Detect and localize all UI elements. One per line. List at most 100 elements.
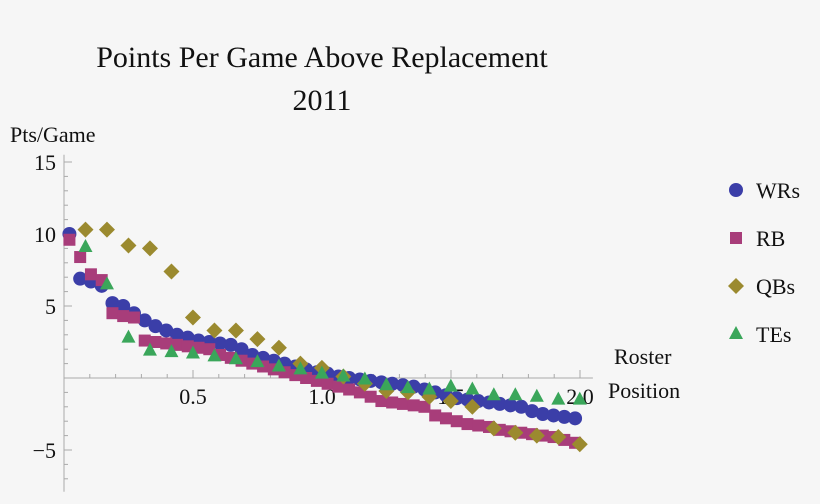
legend-label-rb: RB	[756, 226, 785, 251]
point-wrs	[503, 398, 518, 413]
point-rb	[300, 372, 313, 384]
point-wrs	[223, 337, 238, 352]
point-tes	[78, 238, 93, 252]
point-wrs	[234, 342, 249, 357]
point-tes	[336, 368, 351, 382]
point-wrs	[514, 399, 529, 414]
point-qbs	[141, 240, 158, 257]
point-tes	[357, 371, 372, 385]
legend-marker-rb	[730, 232, 742, 244]
point-rb	[74, 251, 87, 264]
point-rb	[375, 395, 388, 408]
point-tes	[293, 361, 308, 375]
point-tes	[228, 351, 243, 365]
point-tes	[486, 387, 501, 401]
point-qbs	[507, 424, 524, 441]
point-rb	[149, 336, 162, 348]
point-tes	[508, 387, 523, 401]
point-wrs	[170, 327, 185, 342]
point-tes	[422, 381, 437, 395]
legend-label-qbs: QBs	[756, 274, 795, 299]
point-tes	[572, 391, 587, 405]
x-axis-label-line2: Position	[608, 378, 680, 403]
chart-title: Points Per Game Above Replacement	[96, 41, 548, 74]
point-qbs	[184, 309, 201, 326]
point-qbs	[442, 393, 459, 410]
point-rb	[450, 415, 463, 428]
y-tick-label: 15	[34, 150, 56, 175]
point-rb	[364, 390, 377, 403]
point-wrs	[525, 404, 540, 419]
point-tes	[551, 391, 566, 405]
point-rb	[63, 233, 76, 246]
legend-marker-wrs	[729, 183, 743, 197]
point-qbs	[270, 339, 287, 356]
point-wrs	[105, 296, 120, 311]
point-wrs	[568, 411, 583, 426]
point-rb	[203, 343, 216, 356]
x-axis-label-line1: Roster	[614, 344, 672, 369]
point-tes	[99, 276, 114, 290]
point-tes	[379, 377, 394, 391]
point-qbs	[485, 420, 502, 437]
point-rb	[84, 268, 97, 281]
point-rb	[171, 338, 184, 351]
point-rb	[160, 337, 173, 350]
legend-label-wrs: WRs	[756, 178, 800, 203]
x-tick-label: 0.5	[179, 384, 207, 409]
legend-marker-tes	[729, 326, 743, 339]
point-rb	[472, 419, 485, 432]
point-wrs	[213, 336, 228, 351]
point-qbs	[571, 436, 588, 453]
point-qbs	[227, 322, 244, 339]
point-rb	[396, 397, 409, 410]
point-rb	[407, 399, 420, 412]
point-tes	[529, 388, 544, 402]
point-qbs	[528, 427, 545, 444]
point-rb	[117, 310, 130, 323]
point-rb	[461, 418, 474, 431]
point-tes	[142, 342, 157, 356]
point-rb	[418, 400, 431, 413]
point-wrs	[148, 319, 163, 334]
point-tes	[121, 329, 136, 343]
point-wrs	[492, 396, 507, 411]
point-tes	[185, 345, 200, 359]
legend-label-tes: TEs	[756, 322, 791, 347]
point-wrs	[546, 408, 561, 423]
point-rb	[138, 334, 151, 347]
point-qbs	[206, 322, 223, 339]
point-tes	[207, 348, 222, 362]
point-wrs	[73, 271, 88, 286]
point-rb	[343, 383, 356, 396]
point-wrs	[557, 409, 572, 424]
point-tes	[164, 344, 179, 358]
y-tick-label: 5	[45, 294, 56, 319]
point-qbs	[120, 237, 137, 254]
point-tes	[465, 381, 480, 395]
point-wrs	[137, 313, 152, 328]
point-rb	[386, 396, 399, 409]
point-qbs	[464, 398, 481, 415]
y-axis-label: Pts/Game	[10, 122, 96, 147]
point-tes	[314, 365, 329, 379]
point-tes	[250, 354, 265, 368]
legend-marker-qbs	[728, 278, 744, 294]
point-qbs	[163, 263, 180, 280]
point-qbs	[550, 429, 567, 446]
chart-subtitle: 2011	[293, 84, 352, 117]
point-rb	[106, 307, 119, 320]
point-rb	[181, 340, 194, 353]
y-tick-label: 10	[34, 222, 56, 247]
point-rb	[127, 311, 140, 324]
point-tes	[400, 380, 415, 394]
point-qbs	[98, 221, 115, 238]
point-qbs	[77, 221, 94, 238]
point-rb	[321, 377, 334, 390]
point-rb	[429, 409, 442, 422]
point-rb	[439, 412, 452, 425]
point-rb	[332, 380, 345, 393]
point-wrs	[159, 323, 174, 338]
point-wrs	[535, 407, 550, 421]
point-tes	[443, 378, 458, 392]
